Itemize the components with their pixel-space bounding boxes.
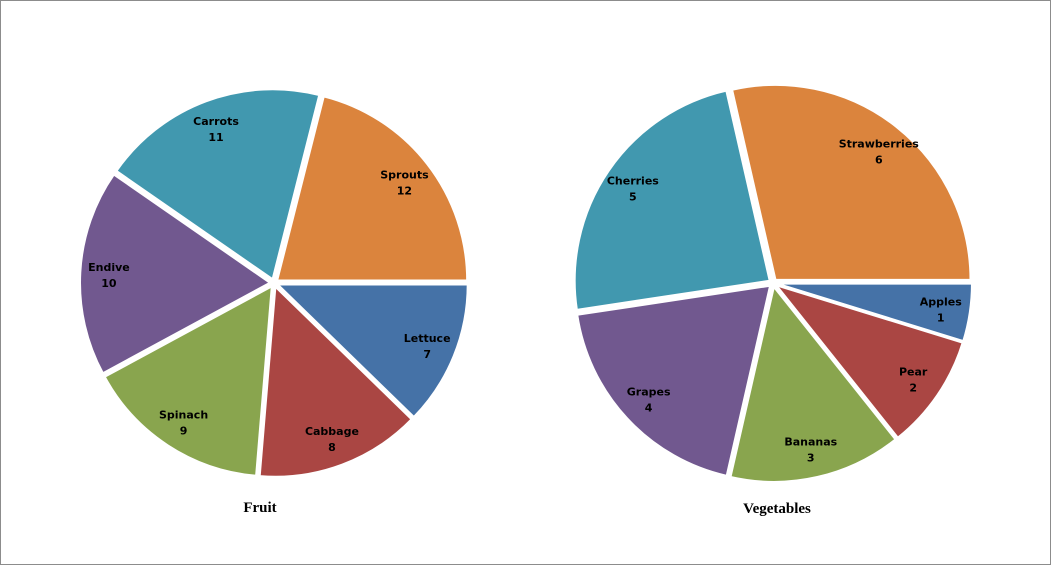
data-label-value-pear: 2 — [909, 382, 917, 395]
pie-slice-endive — [79, 173, 272, 375]
pie-slice-lettuce — [275, 283, 469, 419]
data-label-value-cherries: 5 — [629, 190, 637, 203]
data-label-name-lettuce: Lettuce — [404, 332, 451, 345]
chart-title-fruit: Fruit — [243, 500, 276, 516]
data-label-name-pear: Pear — [899, 366, 928, 379]
data-label-name-spinach: Spinach — [159, 408, 208, 421]
pie-slice-cherries — [573, 89, 771, 311]
pie-slice-cabbage — [258, 284, 414, 478]
data-label-value-strawberries: 6 — [875, 153, 883, 166]
data-label-value-lettuce: 7 — [423, 348, 431, 361]
pie-slice-grapes — [576, 284, 772, 478]
data-label-name-grapes: Grapes — [627, 385, 671, 398]
data-label-value-endive: 10 — [101, 277, 117, 290]
chart-title-vegetables: Vegetables — [743, 501, 811, 517]
pie-slice-bananas — [729, 284, 897, 483]
data-label-value-spinach: 9 — [180, 424, 188, 437]
pie-slice-apples — [776, 282, 973, 343]
data-label-value-grapes: 4 — [645, 401, 653, 414]
data-label-value-sprouts: 12 — [397, 184, 412, 197]
data-label-name-strawberries: Strawberries — [839, 137, 920, 150]
data-label-name-sprouts: Sprouts — [380, 168, 429, 181]
data-label-name-endive: Endive — [88, 261, 130, 274]
data-label-value-apples: 1 — [937, 311, 945, 324]
data-label-value-bananas: 3 — [807, 451, 815, 464]
data-label-name-apples: Apples — [920, 295, 962, 308]
pie-slice-sprouts — [275, 95, 469, 282]
data-label-name-cherries: Cherries — [607, 174, 659, 187]
data-label-name-carrots: Carrots — [193, 115, 239, 128]
pie-slice-strawberries — [730, 83, 972, 281]
data-label-name-cabbage: Cabbage — [305, 425, 359, 438]
pie-slice-pear — [773, 283, 964, 440]
pie-slice-carrots — [115, 88, 321, 281]
data-label-value-carrots: 11 — [208, 131, 223, 144]
pie-slice-spinach — [103, 284, 273, 477]
data-label-value-cabbage: 8 — [328, 441, 336, 454]
data-label-name-bananas: Bananas — [784, 435, 837, 448]
